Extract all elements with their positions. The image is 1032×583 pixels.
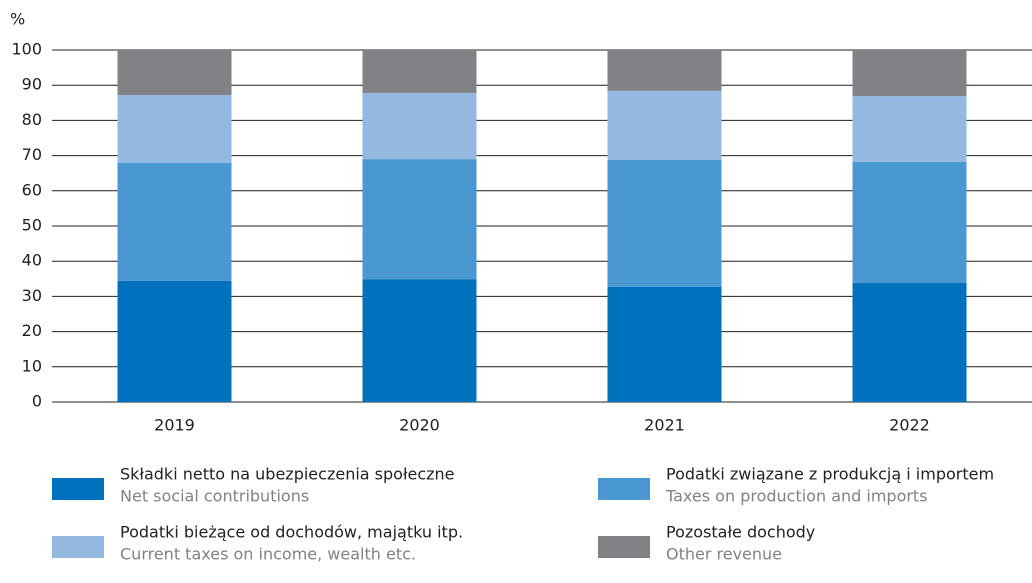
bar-segment xyxy=(607,50,722,91)
bar-segment xyxy=(607,286,722,402)
y-tick-label: 30 xyxy=(22,286,42,305)
legend-label-en: Net social contributions xyxy=(120,487,309,506)
legend-label-en: Other revenue xyxy=(666,545,782,564)
bar-segment xyxy=(852,283,967,402)
x-tick-label: 2022 xyxy=(889,416,930,435)
bar-segment xyxy=(117,162,232,281)
bar-segment xyxy=(852,161,967,284)
y-tick-label: 70 xyxy=(22,145,42,164)
legend-swatch xyxy=(598,536,650,558)
bar-segment xyxy=(362,92,477,160)
y-tick-label: 90 xyxy=(22,75,42,94)
y-tick-label: 100 xyxy=(11,40,42,59)
legend-label-en: Current taxes on income, wealth etc. xyxy=(120,545,416,564)
x-tick-label: 2020 xyxy=(399,416,440,435)
y-tick-label: 0 xyxy=(32,392,42,411)
x-tick-label: 2021 xyxy=(644,416,685,435)
bar-segment xyxy=(607,90,722,160)
legend-swatch xyxy=(598,478,650,500)
bar-segment xyxy=(117,50,232,96)
legend-swatch xyxy=(52,478,104,500)
y-tick-label: 60 xyxy=(22,180,42,199)
legend-label: Podatki bieżące od dochodów, majątku itp… xyxy=(120,523,463,542)
bar-segment xyxy=(852,96,967,162)
y-tick-label: 40 xyxy=(22,251,42,270)
x-tick-label: 2019 xyxy=(154,416,195,435)
bar-segment xyxy=(117,95,232,163)
legend-label: Składki netto na ubezpieczenia społeczne xyxy=(120,465,455,484)
legend-label: Podatki związane z produkcją i importem xyxy=(666,465,994,484)
legend-swatch xyxy=(52,536,104,558)
bar-segment xyxy=(362,279,477,402)
bar-segment xyxy=(607,159,722,287)
bar-segment xyxy=(362,159,477,280)
legend-label-en: Taxes on production and imports xyxy=(665,487,928,506)
bar-segment xyxy=(362,50,477,93)
legend-label: Pozostałe dochody xyxy=(666,523,815,542)
bar-segment xyxy=(852,50,967,97)
y-tick-label: 80 xyxy=(22,110,42,129)
y-unit: % xyxy=(10,10,25,29)
bar-segment xyxy=(117,280,232,402)
y-tick-label: 20 xyxy=(22,321,42,340)
y-tick-label: 10 xyxy=(22,356,42,375)
y-tick-label: 50 xyxy=(22,216,42,235)
